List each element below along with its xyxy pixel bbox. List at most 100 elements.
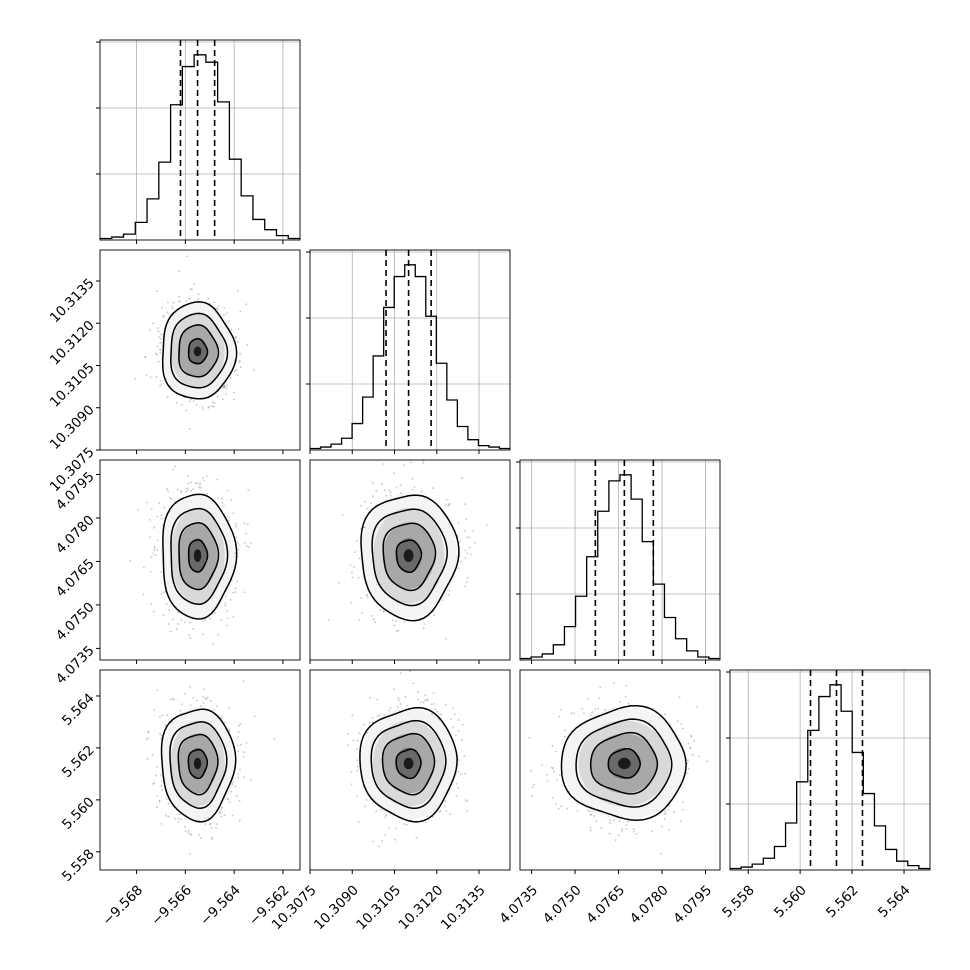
- sample-point: [156, 327, 159, 329]
- sample-point: [208, 405, 211, 408]
- sample-point: [166, 301, 169, 304]
- sample-point: [673, 811, 675, 814]
- sample-point: [355, 540, 358, 542]
- sample-point: [424, 821, 427, 824]
- panel-content: [134, 255, 256, 430]
- sample-point: [466, 536, 469, 538]
- sample-point: [159, 348, 161, 351]
- sample-point: [590, 813, 593, 816]
- sample-point: [365, 799, 368, 801]
- sample-point: [597, 707, 599, 710]
- contour-line: [178, 324, 220, 378]
- sample-point: [238, 819, 241, 822]
- sample-point: [220, 717, 223, 719]
- sample-point: [214, 612, 217, 614]
- histogram-step: [310, 264, 510, 450]
- sample-point: [246, 545, 248, 547]
- sample-point: [184, 621, 186, 624]
- sample-point: [422, 701, 425, 704]
- sample-point: [162, 591, 165, 594]
- sample-point: [706, 760, 709, 763]
- sample-point: [249, 542, 252, 545]
- sample-point: [198, 819, 200, 822]
- sample-point: [379, 609, 381, 612]
- sample-point: [156, 290, 158, 293]
- sample-point: [185, 409, 188, 412]
- sample-point: [424, 694, 427, 696]
- sample-point: [445, 810, 448, 812]
- sample-point: [625, 824, 628, 827]
- sample-point: [366, 593, 368, 596]
- sample-point: [237, 750, 240, 752]
- sample-point: [209, 823, 212, 825]
- sample-point: [235, 525, 238, 528]
- contour-line: [170, 507, 229, 606]
- sample-point: [223, 721, 226, 724]
- density-level: [193, 346, 202, 357]
- sample-point: [617, 834, 620, 837]
- contour-line: [187, 748, 209, 780]
- sample-point: [163, 506, 166, 509]
- sample-point: [389, 491, 392, 494]
- sample-point: [445, 703, 447, 706]
- sample-point: [234, 337, 237, 339]
- sample-point: [374, 621, 377, 623]
- sample-point: [466, 577, 469, 579]
- sample-point: [180, 491, 183, 494]
- panel-content: [528, 682, 709, 855]
- sample-point: [358, 619, 361, 621]
- sample-point: [399, 672, 402, 674]
- sample-point: [220, 497, 223, 500]
- sample-point: [393, 472, 395, 475]
- sample-point: [485, 524, 488, 527]
- sample-point: [168, 609, 171, 611]
- sample-point: [457, 759, 460, 761]
- sample-point: [216, 823, 219, 825]
- sample-point: [555, 779, 558, 781]
- sample-point: [206, 696, 209, 699]
- sample-point: [464, 529, 466, 532]
- sample-point: [156, 806, 158, 808]
- sample-point: [191, 288, 193, 291]
- sample-point: [213, 709, 216, 711]
- sample-point: [378, 845, 380, 848]
- sample-point: [239, 366, 242, 369]
- sample-point: [225, 624, 228, 627]
- sample-point: [234, 369, 236, 372]
- sample-point: [223, 306, 226, 309]
- sample-point: [236, 341, 239, 343]
- sample-point: [220, 815, 223, 818]
- sample-point: [247, 489, 250, 491]
- sample-point: [239, 310, 242, 313]
- sample-point: [172, 698, 175, 701]
- sample-point: [455, 783, 458, 785]
- sample-point: [398, 699, 400, 702]
- sample-point: [202, 702, 205, 704]
- sample-point: [388, 709, 391, 712]
- sample-point: [232, 512, 235, 515]
- sample-point: [225, 393, 228, 395]
- sample-point: [464, 503, 467, 505]
- sample-point: [452, 726, 455, 729]
- sample-point: [245, 742, 248, 744]
- sample-point: [181, 403, 184, 406]
- sample-point: [242, 776, 245, 778]
- sample-point: [444, 805, 446, 807]
- sample-point: [178, 295, 180, 298]
- sample-point: [242, 680, 245, 682]
- sample-point: [209, 617, 212, 620]
- sample-point: [679, 820, 682, 822]
- sample-point: [453, 713, 456, 716]
- sample-point: [189, 833, 192, 835]
- sample-point: [233, 391, 236, 394]
- contour-line: [359, 706, 458, 823]
- sample-point: [381, 482, 383, 485]
- sample-point: [466, 552, 469, 555]
- sample-point: [192, 697, 195, 699]
- contour-line: [160, 708, 237, 823]
- sample-point: [454, 734, 457, 737]
- sample-point: [242, 756, 245, 758]
- sample-point: [226, 312, 228, 315]
- sample-point: [173, 465, 176, 468]
- sample-point: [383, 489, 386, 491]
